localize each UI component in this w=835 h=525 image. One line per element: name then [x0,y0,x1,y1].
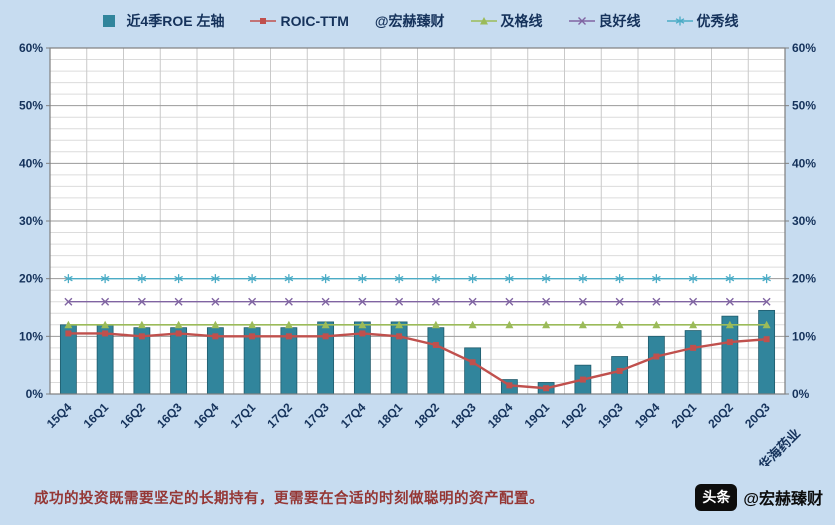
y-tick-right: 10% [792,329,816,343]
y-tick-left: 0% [26,387,44,401]
x-tick: 20Q2 [705,400,736,431]
x-tick: 17Q3 [301,400,332,431]
y-tick-right: 40% [792,156,816,170]
x-tick: 19Q1 [522,400,553,431]
chart-legend: 近4季ROE 左轴 ROIC-TTM @宏赫臻财 及格线 良好线 优秀线 [0,6,835,36]
legend-label: 优秀线 [696,13,739,29]
line-series-2 [64,320,771,329]
series-label: 华海药业 [756,426,803,466]
legend-label: @宏赫臻财 [374,13,445,29]
x-tick: 18Q3 [448,400,479,431]
x-tick: 20Q3 [742,400,773,431]
x-tick: 18Q2 [411,400,442,431]
bar [427,327,445,395]
line-series-1 [65,330,770,392]
footer-message: 成功的投资既需要坚定的长期持有，更需要在合适的时刻做聪明的资产配置。 [34,490,544,507]
legend-item-1: ROIC-TTM [250,13,349,29]
legend-label: 良好线 [598,13,641,29]
line [68,332,767,390]
legend-item-4: 良好线 [568,11,641,31]
x-tick: 19Q3 [595,400,626,431]
y-tick-right: 0% [792,387,810,401]
y-tick-left: 40% [19,156,43,170]
legend-item-0: 近4季ROE 左轴 [96,11,224,31]
y-tick-right: 50% [792,99,816,113]
y-axis-labels: 0% 0% 10% 10% 20% 20% 30% 30% 40% 40% 50% 50% 60% 60% [19,41,816,401]
legend-marker-triangle-icon [470,17,497,25]
x-tick: 17Q1 [228,400,259,431]
footer: 成功的投资既需要坚定的长期持有，更需要在合适的时刻做聪明的资产配置。 头条 @宏… [0,471,835,523]
legend-item-2: @宏赫臻财 [375,11,445,31]
legend-label: 近4季ROE 左轴 [126,13,225,29]
x-axis-labels: 15Q4 16Q1 16Q2 16Q3 16Q4 17Q1 17Q2 17Q3 17Q4 18Q1… [44,400,773,431]
y-tick-left: 10% [19,329,43,343]
legend-item-5: 优秀线 [666,11,739,31]
x-tick: 15Q4 [44,400,75,431]
legend-item-3: 及格线 [470,11,543,31]
x-tick: 19Q4 [632,400,663,431]
bar [170,327,188,395]
roe-roic-chart: 0% 0% 10% 10% 20% 20% 30% 30% 40% 40% 50% 50% 60% 60%… [19,41,816,473]
x-tick: 17Q2 [264,400,295,431]
legend-label: 及格线 [500,13,543,29]
legend-marker-bar-icon [103,15,116,27]
line-series-3 [64,297,771,306]
y-tick-left: 30% [19,214,43,228]
bar [464,347,482,395]
x-tick: 18Q4 [485,400,516,431]
y-tick-left: 50% [19,99,43,113]
line-series-4 [64,274,771,284]
legend-marker-asterisk-icon [666,16,693,26]
brand-handle: @宏赫臻财 [743,491,823,508]
x-tick: 16Q3 [154,400,185,431]
bar [390,321,408,395]
x-tick: 17Q4 [338,400,369,431]
y-tick-left: 20% [19,272,43,286]
y-tick-right: 60% [792,41,816,55]
x-tick: 19Q2 [558,400,589,431]
bars-series-0 [59,309,776,395]
brand: 头条 @宏赫臻财 [695,483,823,511]
y-tick-right: 20% [792,272,816,286]
x-tick: 18Q1 [375,400,406,431]
x-tick: 20Q1 [669,400,700,431]
x-tick: 16Q4 [191,400,222,431]
bar [684,330,702,395]
y-tick-left: 60% [19,41,43,55]
bar [611,356,629,395]
bar [317,321,335,395]
x-tick: 16Q2 [117,400,148,431]
legend-marker-square-icon [250,18,277,24]
legend-label: ROIC-TTM [280,13,349,29]
y-tick-right: 30% [792,214,816,228]
chart-area: 0% 0% 10% 10% 20% 20% 30% 30% 40% 40% 50% 50% 60% 60%… [8,34,827,473]
legend-marker-x-icon [568,17,595,25]
toutiao-badge-icon: 头条 [695,483,738,511]
x-tick: 16Q1 [81,400,112,431]
bar [647,335,665,395]
